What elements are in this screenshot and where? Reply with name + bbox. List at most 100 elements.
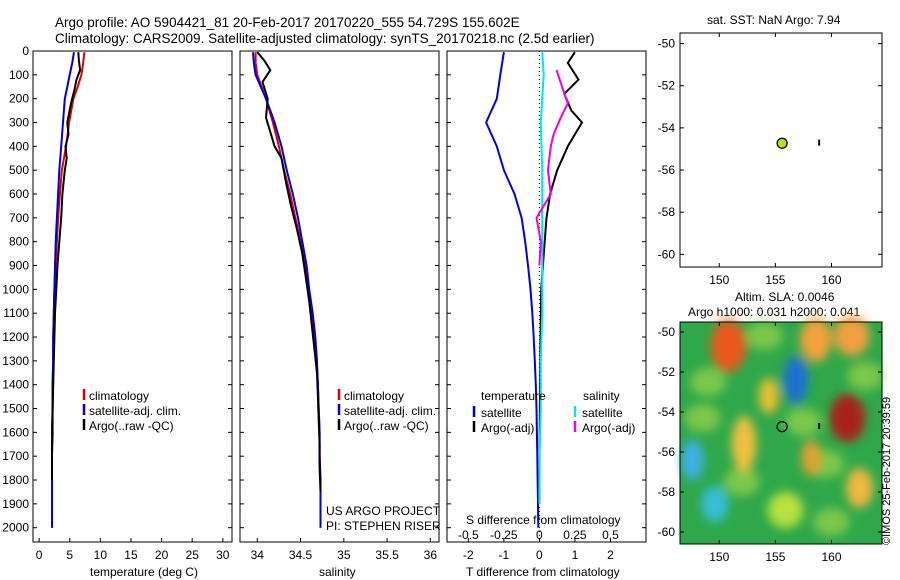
sla-map-frame [679,321,883,545]
sla-anomaly-blob [800,318,832,362]
sla_map-argo-position [776,420,788,433]
temperature-xtick-label: 25 [186,548,200,562]
temperature-xtick-label: 10 [94,548,108,562]
salinity-xtick-label: 35 [337,548,351,562]
sla_map-ytick-label: -52 [658,365,676,379]
temperature-xtick-label: 0 [36,548,43,562]
sla_map-xtick-label: 155 [765,550,785,564]
salinity-diff-tick-label: 0 [536,528,543,542]
salinity-diff-tick-label: 0.25 [563,528,587,542]
sst_map-ytick-label: -52 [658,79,676,93]
sla-anomaly-blob [801,440,822,476]
difference-plot-frame [446,50,647,543]
sla_map-ytick-label: -54 [658,405,676,419]
differences-series-cyan [538,52,545,504]
sla-green-patch [785,408,822,436]
temperature-series-black [51,52,82,480]
differences-xtick-label: 0 [536,548,543,562]
salinity-plot-frame [239,50,440,543]
temperature-xtick-label: 15 [124,548,138,562]
sla-map-credit: ©IMOS 25-Feb-2017 20:39:59 [881,397,893,545]
legend-temperature-label: Argo(-adj) [481,421,534,435]
sla-green-patch [813,508,850,536]
legend-salinity-label: satellite [582,406,623,420]
depth-tick-label: 500 [9,163,29,177]
temperature-xtick-label: 30 [216,548,230,562]
depth-tick-label: 300 [9,116,29,130]
sla-green-patch [746,322,783,350]
sst_map-xtick-label: 150 [709,273,729,287]
temperature-legend-label: Argo(..raw -QC) [89,419,174,433]
sst_map-ytick-label: -58 [658,205,676,219]
depth-tick-label: 900 [9,259,29,273]
depth-tick-label: 1300 [2,354,29,368]
header-line2: Climatology: CARS2009. Satellite-adjuste… [55,31,595,46]
salinity-diff-tick-label: -0.25 [490,528,518,542]
salinity-legend-label: climatology [344,389,404,403]
differences-xtick-label: -1 [499,548,510,562]
differences-xtick-label: 2 [607,548,614,562]
depth-tick-label: 1500 [2,402,29,416]
sla_map-ytick-label: -50 [658,325,676,339]
sla-anomaly-blob [767,492,804,528]
sla_map-ytick-label: -56 [658,445,676,459]
salinity-xtick-label: 34.5 [289,548,313,562]
differences-series-blue [485,52,540,528]
salinity-xtick-label: 36 [424,548,438,562]
salinity-series-black [256,51,322,492]
depth-tick-label: 700 [9,211,29,225]
depth-tick-label: 1000 [2,282,29,296]
depth-tick-label: 1200 [2,330,29,344]
salinity-series-blue [252,52,322,528]
depth-tick-label: 400 [9,139,29,153]
salinity-xtick-label: 34 [251,548,265,562]
sst_map-ytick-label: -60 [658,247,676,261]
sla_map-ytick-label: -60 [658,525,676,539]
sla-green-patch [684,404,721,432]
sla_map-ytick-label: -58 [658,485,676,499]
difference-xlabel: T difference from climatology [466,565,620,579]
temperature-legend-label: climatology [89,389,149,403]
depth-tick-label: 1900 [2,497,29,511]
depth-tick-label: 1400 [2,378,29,392]
temperature-xlabel: temperature (deg C) [90,565,198,579]
sla-anomaly-blob [758,378,779,414]
sla-anomaly-blob [731,416,757,472]
sla-map-subtitle: Argo h1000: 0.031 h2000: 0.041 [688,305,860,319]
differences-series-magenta [535,69,569,266]
depth-tick-label: 2000 [2,521,29,535]
legend-temperature-title: temperature [481,389,546,403]
salinity-diff-tick-label: -0.5 [458,528,479,542]
temperature-plot-frame [32,50,233,543]
depth-tick-label: 0 [22,44,29,58]
sst-map-title: sat. SST: NaN Argo: 7.94 [707,13,841,27]
legend-salinity-label: Argo(-adj) [582,421,635,435]
sla_map-xtick-label: 160 [821,550,841,564]
differences-xtick-label: -2 [463,548,474,562]
temperature-xtick-label: 5 [66,548,73,562]
sla-anomaly-blob [833,316,870,356]
depth-tick-label: 1600 [2,425,29,439]
sla-green-patch [690,368,727,396]
sla-green-patch [723,468,760,496]
differences-xtick-label: 1 [572,548,579,562]
depth-tick-label: 200 [9,92,29,106]
sla-field [681,316,884,536]
sla_map-xtick-label: 150 [709,550,729,564]
salinity-annotation-pi: PI: STEPHEN RISER [326,519,441,533]
temperature-legend-label: satellite-adj. clim. [89,404,181,418]
sla-anomaly-blob [829,394,866,442]
sla-anomaly-blob [783,356,808,404]
depth-tick-label: 1800 [2,473,29,487]
salinity-legend-label: Argo(..raw -QC) [344,419,429,433]
depth-tick-label: 1700 [2,449,29,463]
difference-xlabel-top: S difference from climatology [466,513,621,527]
sst_map-ytick-label: -50 [658,37,676,51]
salinity-annotation-project: US ARGO PROJECT [326,504,441,518]
depth-tick-label: 1100 [3,306,29,320]
salinity-series-red [254,52,322,528]
depth-tick-label: 100 [9,68,29,82]
sst_map-ytick-label: -56 [658,163,676,177]
salinity-xlabel: salinity [319,565,356,579]
